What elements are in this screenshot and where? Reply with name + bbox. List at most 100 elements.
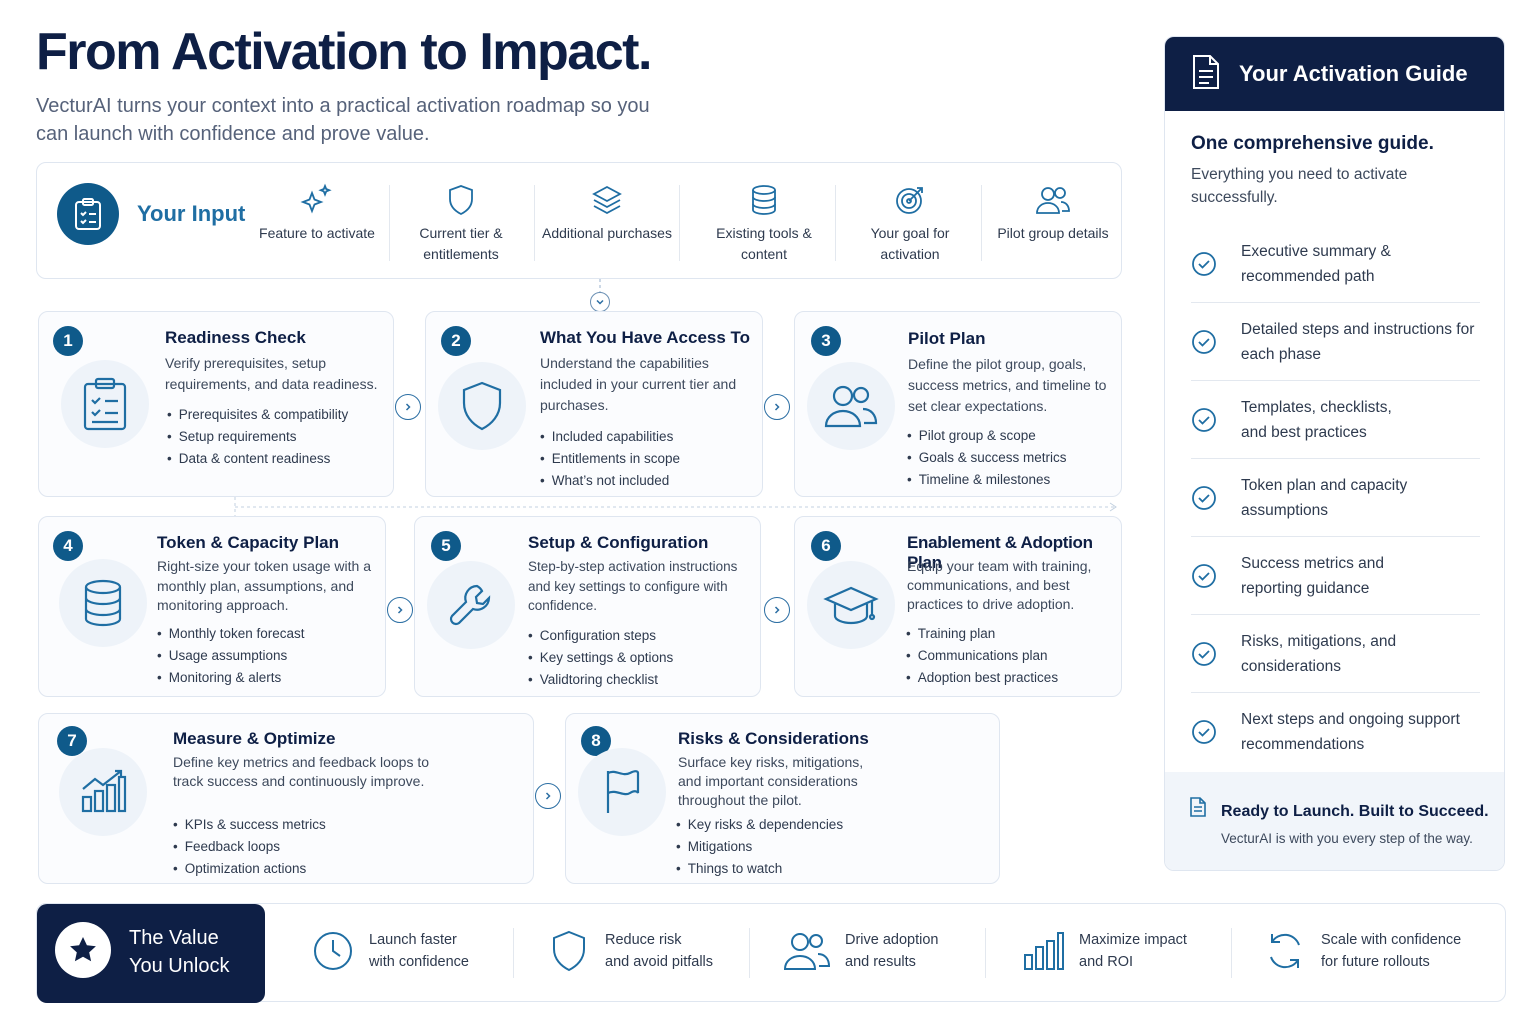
step-bullets: Configuration steps Key settings & optio… <box>528 625 674 691</box>
guide-item-label: Risks, mitigations, and considerations <box>1241 632 1397 675</box>
input-panel: Your Input Feature to activate Current t… <box>36 162 1122 279</box>
users-icon <box>807 362 895 450</box>
target-icon <box>896 187 923 214</box>
input-item-feature: Feature to activate <box>247 183 387 244</box>
list-item: Risks, mitigations, and considerations <box>1191 615 1480 693</box>
value-bar: The Value You Unlock Launch faster with c… <box>36 903 1506 1003</box>
step-title: Pilot Plan <box>908 329 986 348</box>
shield-icon <box>449 185 473 216</box>
step-desc: Surface key risks, mitigations, and impo… <box>678 754 864 808</box>
page-title: From Activation to Impact. <box>36 23 652 81</box>
layers-icon <box>592 185 622 215</box>
list-item: Feedback loops <box>173 836 326 858</box>
list-item: Executive summary & recommended path <box>1191 225 1480 303</box>
next-step-button[interactable] <box>535 783 561 809</box>
refresh-icon <box>1270 933 1300 969</box>
step-number: 4 <box>53 531 83 561</box>
list-item: Included capabilities <box>540 426 680 448</box>
check-circle-icon <box>1192 329 1216 354</box>
step-card-readiness: 1 Readiness Check Verify prerequisites, … <box>38 311 394 497</box>
flow-connectors <box>234 279 1117 517</box>
step-card-enablement: 6 Enablement & Adoption Plan Equip your … <box>794 516 1122 697</box>
list-item: Monitoring & alerts <box>157 667 305 689</box>
list-item: Validtoring checklist <box>528 669 673 691</box>
step-desc: Step-by-step activation instructions and… <box>528 559 738 613</box>
step-number: 7 <box>57 726 87 756</box>
chevron-down-icon <box>590 292 610 312</box>
value-header: The Value You Unlock <box>37 904 265 1003</box>
list-item: KPIs & success metrics <box>173 814 326 836</box>
list-item: Prerequisites & compatibility <box>167 404 349 426</box>
list-item: Adoption best practices <box>906 667 1058 689</box>
list-item: What’s not included <box>540 470 680 492</box>
list-item: Detailed steps and instructions for each… <box>1191 303 1480 381</box>
bar-chart-icon <box>1024 932 1064 970</box>
step-number: 1 <box>53 326 83 356</box>
list-item: Training plan <box>906 623 1058 645</box>
guide-intro: One comprehensive guide. <box>1191 133 1434 154</box>
step-desc: Define the pilot group, goals, success m… <box>908 356 1107 414</box>
list-item: Configuration steps <box>528 625 673 647</box>
activation-guide-panel: Your Activation Guide One comprehensive … <box>1164 36 1505 871</box>
list-item: Goals & success metrics <box>907 447 1067 469</box>
value-item-scale: Scale with confidence for future rollouts <box>1263 929 1461 973</box>
guide-footer-sub: VecturAI is with you every step of the w… <box>1221 831 1473 846</box>
list-item: Optimization actions <box>173 858 326 880</box>
database-icon <box>752 185 776 215</box>
next-step-button[interactable] <box>387 597 413 623</box>
guide-footer: Ready to Launch. Built to Succeed. Vectu… <box>1165 772 1504 870</box>
input-item-tier: Current tier & entitlements <box>391 183 531 265</box>
input-item-label: Feature to activate <box>259 225 375 241</box>
list-item: Timeline & milestones <box>907 469 1067 491</box>
flag-icon <box>578 748 666 836</box>
check-circle-icon <box>1192 720 1216 744</box>
input-item-label: Your goal for activation <box>870 225 950 262</box>
value-item-launch: Launch faster with confidence <box>311 929 469 973</box>
step-desc: Define key metrics and feedback loops to… <box>173 754 430 789</box>
step-card-token: 4 Token & Capacity Plan Right-size your … <box>38 516 386 697</box>
guide-title: Your Activation Guide <box>1239 61 1468 86</box>
input-title: Your Input <box>137 201 246 226</box>
next-step-button[interactable] <box>764 394 790 420</box>
guide-item-label: Executive summary & recommended path <box>1241 242 1391 285</box>
guide-item-label: Templates, checklists, and best practice… <box>1241 398 1392 441</box>
value-item-adoption: Drive adoption and results <box>783 929 939 973</box>
list-item: Things to watch <box>676 858 843 880</box>
step-card-access: 2 What You Have Access To Understand the… <box>425 311 763 497</box>
check-circle-icon <box>1192 641 1216 666</box>
next-step-button[interactable] <box>764 597 790 623</box>
list-item: Templates, checklists, and best practice… <box>1191 381 1480 459</box>
shield-icon <box>438 362 526 450</box>
list-item: Next steps and ongoing support recommend… <box>1191 693 1480 771</box>
check-circle-icon <box>1192 563 1216 588</box>
wrench-icon <box>427 561 515 649</box>
list-item: Monthly token forecast <box>157 623 305 645</box>
graduation-cap-icon <box>807 561 895 649</box>
step-title: Enablement & Adoption Plan <box>907 533 1093 572</box>
step-title: What You Have Access To <box>540 328 751 347</box>
step-title: Risks & Considerations <box>678 729 869 748</box>
list-item: Entitlements in scope <box>540 448 680 470</box>
next-step-button[interactable] <box>395 394 421 420</box>
list-item: Usage assumptions <box>157 645 305 667</box>
value-item-impact: Maximize impact and ROI <box>1021 929 1187 973</box>
guide-item-label: Success metrics and reporting guidance <box>1241 554 1384 597</box>
step-bullets: Monthly token forecast Usage assumptions… <box>157 623 305 689</box>
step-card-setup: 5 Setup & Configuration Step-by-step act… <box>414 516 761 697</box>
users-icon <box>1036 187 1070 214</box>
guide-footer-title: Ready to Launch. Built to Succeed. <box>1221 803 1489 820</box>
input-item-label: Additional purchases <box>542 225 672 241</box>
step-title: Measure & Optimize <box>173 729 336 748</box>
step-desc: Verify prerequisites, setup requirements… <box>165 355 378 392</box>
document-icon <box>1190 797 1206 817</box>
step-title: Token & Capacity Plan <box>157 533 340 552</box>
list-item: Success metrics and reporting guidance <box>1191 537 1480 615</box>
guide-item-label: Detailed steps and instructions for each… <box>1240 320 1475 363</box>
document-icon <box>1191 53 1221 96</box>
step-bullets: Prerequisites & compatibility Setup requ… <box>167 404 349 470</box>
list-item: Mitigations <box>676 836 843 858</box>
step-number: 5 <box>431 531 461 561</box>
guide-item-label: Next steps and ongoing support recommend… <box>1241 711 1460 753</box>
input-item-label: Current tier & entitlements <box>419 225 503 262</box>
step-bullets: Pilot group & scope Goals & success metr… <box>907 425 1067 491</box>
